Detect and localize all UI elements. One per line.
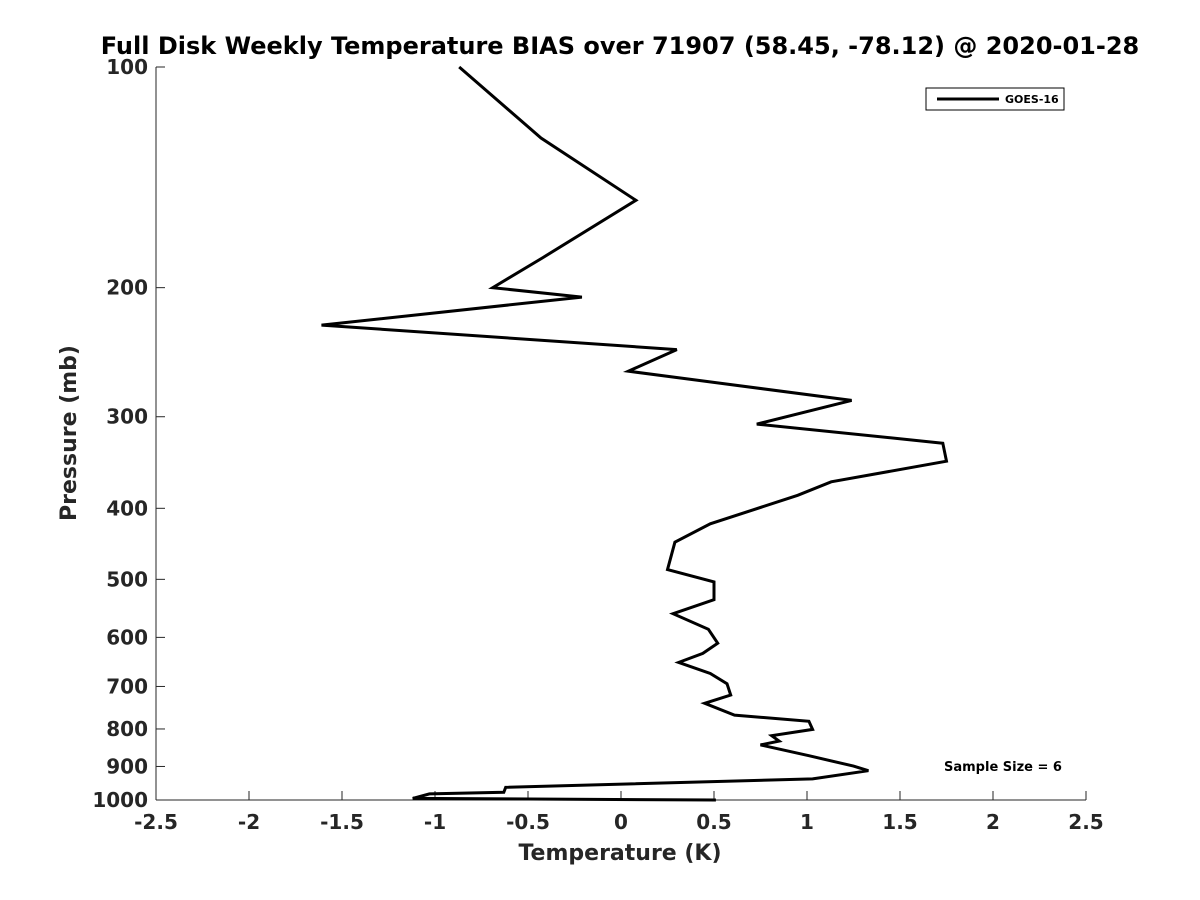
y-tick-label: 100 [106,55,148,79]
y-tick-label: 200 [106,276,148,300]
x-tick-label: -2.5 [134,810,178,834]
legend: GOES-16 [925,87,1065,111]
y-tick-label: 500 [106,567,148,591]
y-axis-label: Pressure (mb) [57,345,82,521]
legend-label-goes-16: GOES-16 [1005,93,1059,106]
x-tick-label: 1.5 [882,810,917,834]
x-tick-label: 2.5 [1068,810,1103,834]
x-tick-label: -2 [238,810,260,834]
x-tick-label: 0 [614,810,628,834]
y-tick-label: 300 [106,405,148,429]
y-tick-label: 1000 [92,788,148,812]
plot-area [156,67,1086,800]
x-tick-label: -1 [424,810,446,834]
series-line-goes-16 [321,65,949,802]
x-tick-label: 0.5 [696,810,731,834]
x-tick-label: -1.5 [320,810,364,834]
x-axis-label: Temperature (K) [518,841,721,866]
x-axis-ticks: -2.5 -2 -1.5 -1 -0.5 0 0.5 1 1.5 2 2.5 [134,791,1104,834]
y-tick-label: 600 [106,625,148,649]
chart-title: Full Disk Weekly Temperature BIAS over 7… [101,32,1140,60]
y-tick-label: 900 [106,754,148,778]
x-tick-label: -0.5 [506,810,550,834]
y-tick-label: 400 [106,496,148,520]
y-tick-label: 800 [106,717,148,741]
sample-size-annotation: Sample Size = 6 [944,760,1062,775]
y-tick-label: 700 [106,674,148,698]
x-tick-label: 2 [986,810,1000,834]
x-tick-label: 1 [800,810,814,834]
series-layer [321,65,949,802]
y-axis-ticks: 100 200 300 400 500 600 700 800 900 1000 [92,55,165,812]
